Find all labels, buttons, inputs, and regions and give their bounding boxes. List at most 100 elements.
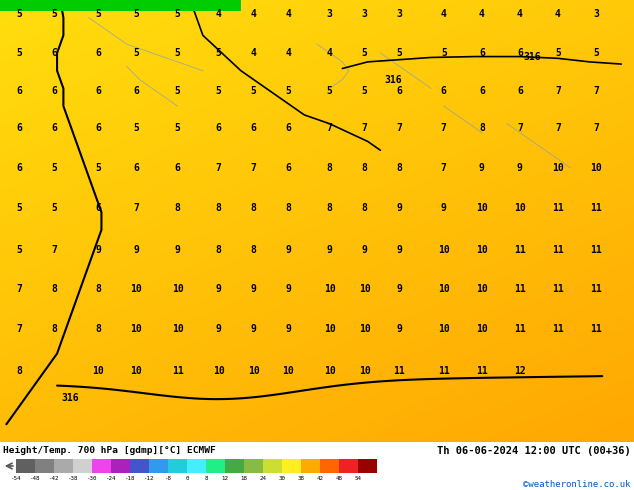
Text: 8: 8 — [327, 163, 333, 173]
Text: 11: 11 — [590, 245, 602, 255]
Text: 11: 11 — [514, 245, 526, 255]
Text: 11: 11 — [552, 245, 564, 255]
Text: 4: 4 — [250, 9, 257, 19]
Text: 18: 18 — [240, 476, 248, 481]
Text: 8: 8 — [51, 324, 57, 334]
Text: 3: 3 — [327, 9, 333, 19]
Text: 9: 9 — [361, 245, 368, 255]
Text: 7: 7 — [327, 123, 333, 133]
Text: 6: 6 — [250, 123, 257, 133]
Text: 8: 8 — [51, 285, 57, 294]
Text: 8: 8 — [396, 163, 403, 173]
Bar — [35, 459, 54, 473]
Bar — [282, 459, 301, 473]
Text: 5: 5 — [361, 86, 368, 96]
Text: 8: 8 — [216, 203, 222, 213]
Bar — [92, 459, 111, 473]
Text: 5: 5 — [16, 203, 22, 213]
Text: 6: 6 — [95, 86, 101, 96]
Text: 5: 5 — [441, 48, 447, 58]
Text: -30: -30 — [87, 476, 97, 481]
Text: 8: 8 — [250, 203, 257, 213]
Bar — [0, 0, 241, 11]
Text: 8: 8 — [95, 285, 101, 294]
Text: 5: 5 — [593, 48, 599, 58]
Text: 8: 8 — [285, 203, 292, 213]
Bar — [73, 459, 92, 473]
Text: 48: 48 — [335, 476, 343, 481]
Text: 5: 5 — [174, 123, 181, 133]
Text: 54: 54 — [354, 476, 362, 481]
Text: 6: 6 — [16, 163, 22, 173]
Text: 11: 11 — [394, 366, 405, 376]
Text: 10: 10 — [438, 285, 450, 294]
Text: 5: 5 — [216, 48, 222, 58]
Text: 9: 9 — [216, 285, 222, 294]
Text: 8: 8 — [16, 366, 22, 376]
Text: 7: 7 — [16, 324, 22, 334]
Text: 11: 11 — [476, 366, 488, 376]
Text: 5: 5 — [285, 86, 292, 96]
Text: 7: 7 — [441, 163, 447, 173]
Bar — [301, 459, 320, 473]
Text: 10: 10 — [476, 285, 488, 294]
Text: 5: 5 — [133, 123, 139, 133]
Text: 3: 3 — [593, 9, 599, 19]
Text: 8: 8 — [327, 203, 333, 213]
Text: 316: 316 — [384, 74, 402, 85]
Bar — [244, 459, 263, 473]
Text: 4: 4 — [555, 9, 561, 19]
Text: 11: 11 — [438, 366, 450, 376]
Text: 11: 11 — [590, 285, 602, 294]
Text: 5: 5 — [174, 86, 181, 96]
Text: 6: 6 — [174, 163, 181, 173]
Text: 9: 9 — [285, 285, 292, 294]
Bar — [263, 459, 282, 473]
Text: 11: 11 — [552, 203, 564, 213]
Bar — [358, 459, 377, 473]
Text: 6: 6 — [51, 123, 57, 133]
Text: 10: 10 — [93, 366, 104, 376]
Text: 10: 10 — [131, 285, 142, 294]
Text: 7: 7 — [396, 123, 403, 133]
Text: 5: 5 — [174, 9, 181, 19]
Bar — [206, 459, 225, 473]
Text: 8: 8 — [204, 476, 208, 481]
Text: 9: 9 — [327, 245, 333, 255]
Text: 8: 8 — [361, 203, 368, 213]
Bar — [54, 459, 73, 473]
Text: 7: 7 — [555, 123, 561, 133]
Text: -38: -38 — [68, 476, 78, 481]
Text: 10: 10 — [552, 163, 564, 173]
Text: 6: 6 — [95, 48, 101, 58]
Text: 6: 6 — [479, 48, 485, 58]
Text: 5: 5 — [51, 9, 57, 19]
Text: 7: 7 — [51, 245, 57, 255]
Bar — [111, 459, 130, 473]
Text: 10: 10 — [248, 366, 259, 376]
Text: 30: 30 — [278, 476, 286, 481]
Text: 10: 10 — [438, 245, 450, 255]
Text: 4: 4 — [441, 9, 447, 19]
Text: 9: 9 — [216, 324, 222, 334]
Bar — [225, 459, 244, 473]
Text: -24: -24 — [106, 476, 116, 481]
Text: 6: 6 — [396, 86, 403, 96]
Text: 9: 9 — [174, 245, 181, 255]
Text: 11: 11 — [552, 285, 564, 294]
Text: 6: 6 — [441, 86, 447, 96]
Text: -42: -42 — [49, 476, 59, 481]
Text: 7: 7 — [216, 163, 222, 173]
Text: 4: 4 — [216, 9, 222, 19]
Text: 7: 7 — [593, 86, 599, 96]
Bar — [320, 459, 339, 473]
Text: 4: 4 — [285, 48, 292, 58]
Text: 11: 11 — [552, 324, 564, 334]
Text: 5: 5 — [250, 86, 257, 96]
Text: 10: 10 — [172, 285, 183, 294]
Text: 6: 6 — [216, 123, 222, 133]
Text: 7: 7 — [16, 285, 22, 294]
Text: 10: 10 — [476, 324, 488, 334]
Text: 6: 6 — [285, 123, 292, 133]
Text: ©weatheronline.co.uk: ©weatheronline.co.uk — [523, 480, 631, 489]
